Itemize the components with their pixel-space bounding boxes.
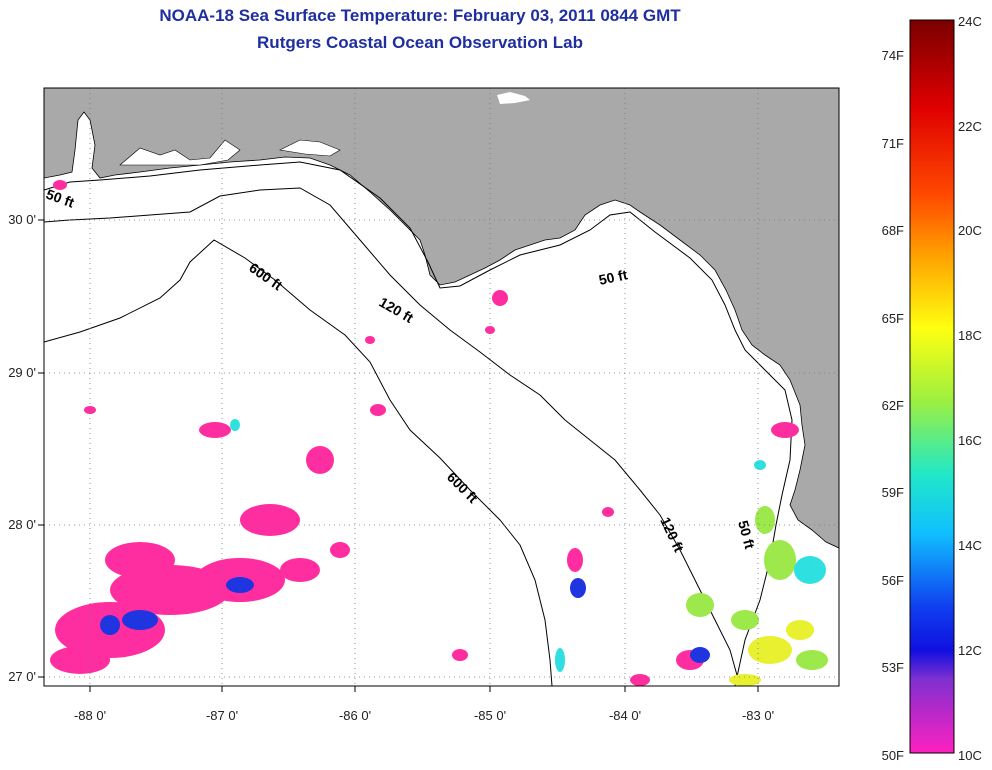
cb-c-label: 20C bbox=[958, 223, 982, 238]
sst-patches bbox=[50, 180, 828, 686]
map-frame bbox=[43, 87, 840, 687]
lon-label: -85 0' bbox=[474, 708, 506, 723]
lat-label: 27 0' bbox=[8, 669, 36, 684]
cb-c-label: 18C bbox=[958, 328, 982, 343]
land-mass bbox=[44, 88, 839, 549]
bay-inlet bbox=[279, 139, 341, 157]
cb-f-label: 71F bbox=[882, 136, 904, 151]
lon-label: -87 0' bbox=[206, 708, 238, 723]
title-line-1: NOAA-18 Sea Surface Temperature: Februar… bbox=[159, 6, 681, 25]
lake bbox=[497, 92, 530, 104]
latitude-labels: 30 0' 29 0' 28 0' 27 0' bbox=[8, 212, 36, 684]
cb-c-label: 24C bbox=[958, 14, 982, 29]
bay-inlet bbox=[119, 139, 241, 166]
colorbar bbox=[909, 19, 955, 754]
cb-c-label: 16C bbox=[958, 433, 982, 448]
cb-f-label: 50F bbox=[882, 748, 904, 763]
contour-50ft bbox=[44, 161, 793, 686]
cb-c-label: 12C bbox=[958, 643, 982, 658]
contour-120ft bbox=[44, 187, 741, 686]
cb-f-label: 59F bbox=[882, 485, 904, 500]
cb-f-label: 53F bbox=[882, 660, 904, 675]
lon-label: -84 0' bbox=[609, 708, 641, 723]
cb-c-label: 22C bbox=[958, 119, 982, 134]
contour-600ft bbox=[44, 239, 553, 686]
cb-c-label: 14C bbox=[958, 538, 982, 553]
cb-f-label: 65F bbox=[882, 311, 904, 326]
lon-label: -88 0' bbox=[74, 708, 106, 723]
cb-f-label: 56F bbox=[882, 573, 904, 588]
title-line-2: Rutgers Coastal Ocean Observation Lab bbox=[257, 33, 583, 52]
lat-label: 28 0' bbox=[8, 517, 36, 532]
tick-marks bbox=[38, 219, 759, 692]
colorbar-celsius-labels: 24C 22C 20C 18C 16C 14C 12C 10C bbox=[958, 14, 982, 763]
cb-c-label: 10C bbox=[958, 748, 982, 763]
cb-f-label: 74F bbox=[882, 48, 904, 63]
contour-label-50ft: 50 ft bbox=[735, 519, 758, 551]
lon-label: -83 0' bbox=[742, 708, 774, 723]
contour-label-50ft: 50 ft bbox=[597, 266, 629, 288]
lon-label: -86 0' bbox=[339, 708, 371, 723]
lat-label: 30 0' bbox=[8, 212, 36, 227]
lat-label: 29 0' bbox=[8, 365, 36, 380]
colorbar-fahrenheit-labels: 74F 71F 68F 65F 62F 59F 56F 53F 50F bbox=[882, 48, 904, 763]
longitude-labels: -88 0' -87 0' -86 0' -85 0' -84 0' -83 0… bbox=[74, 708, 774, 723]
cb-f-label: 62F bbox=[882, 398, 904, 413]
cb-f-label: 68F bbox=[882, 223, 904, 238]
